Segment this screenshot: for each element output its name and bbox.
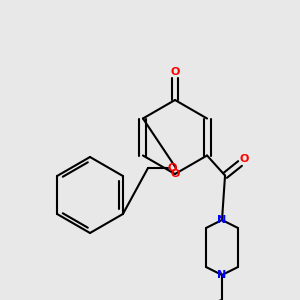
Text: O: O <box>170 169 180 179</box>
Text: O: O <box>167 163 177 173</box>
Text: N: N <box>218 270 226 280</box>
Text: O: O <box>170 67 180 77</box>
Text: N: N <box>218 215 226 225</box>
Text: O: O <box>239 154 249 164</box>
